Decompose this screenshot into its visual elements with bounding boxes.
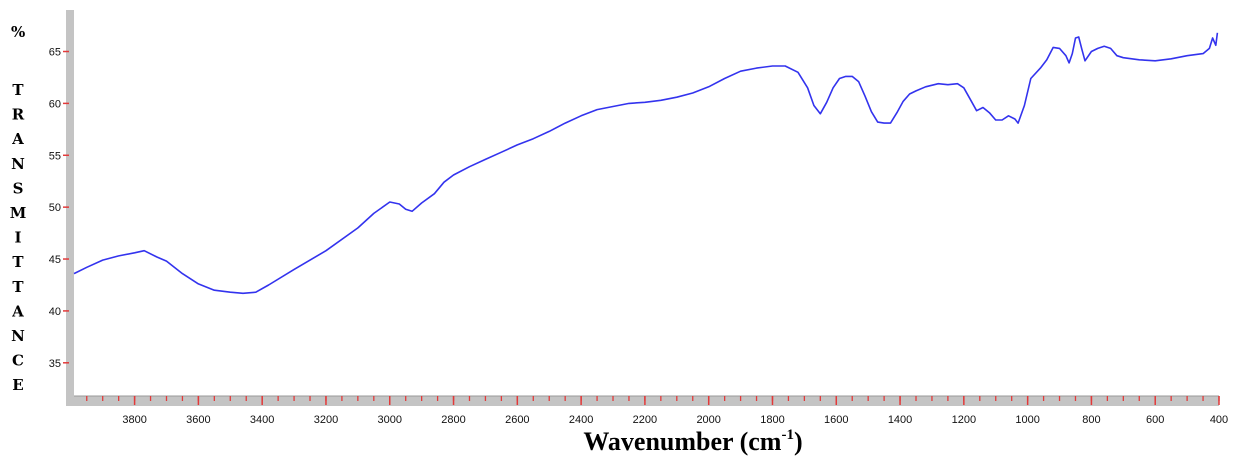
x-tick-label: 2600: [505, 414, 529, 426]
y-tick-label: 60: [49, 98, 61, 110]
x-tick-label: 2000: [696, 414, 720, 426]
y-label-letter: T: [12, 278, 24, 296]
x-tick-label: 2800: [441, 414, 465, 426]
series-group: [73, 32, 1219, 295]
x-tick-label: 600: [1146, 414, 1164, 426]
y-tick-label: 35: [49, 358, 61, 370]
x-tick-label: 3600: [186, 414, 210, 426]
y-label-letter: E: [12, 376, 23, 394]
x-tick-label: 1600: [824, 414, 848, 426]
y-ticks: 65 60 55 50 45 40 35: [49, 47, 69, 370]
x-tick-label: 1400: [888, 414, 912, 426]
y-label-letter: N: [11, 327, 25, 345]
x-tick-label: 3400: [250, 414, 274, 426]
y-tick-label: 45: [49, 254, 61, 266]
y-label-letter: I: [14, 229, 21, 247]
x-tick-label: 2200: [633, 414, 657, 426]
y-label-letter: T: [12, 81, 24, 99]
x-tick-label: 1000: [1015, 414, 1039, 426]
x-tick-label: 3200: [314, 414, 338, 426]
y-label-letter: S: [13, 179, 24, 197]
y-axis-bar: [66, 10, 74, 402]
percent-symbol: %: [11, 23, 25, 41]
y-label-letter: M: [10, 204, 27, 222]
y-tick-label: 55: [49, 150, 61, 162]
x-tick-label: 1200: [952, 414, 976, 426]
x-tick-label: 3000: [378, 414, 402, 426]
y-label-letter: R: [12, 106, 25, 124]
x-tick-label: 3800: [122, 414, 146, 426]
y-tick-label: 50: [49, 202, 61, 214]
y-tick-label: 40: [49, 306, 61, 318]
x-tick-label: 2400: [569, 414, 593, 426]
y-label-letter: A: [11, 302, 24, 320]
y-tick-label: 65: [49, 47, 61, 59]
y-label-letter: T: [12, 253, 24, 271]
x-tick-label: 400: [1210, 414, 1228, 426]
x-tick-label: 800: [1082, 414, 1100, 426]
series-line: [73, 32, 1219, 295]
y-label-letter: A: [11, 130, 24, 148]
x-ticks: 3800 3600 3400 3200 3000 2800 2600 2400 2200 2000…: [122, 396, 1228, 426]
x-axis-bar: [66, 396, 1219, 406]
y-label-letter: C: [12, 352, 24, 370]
y-label-letter: N: [11, 155, 25, 173]
x-tick-label: 1800: [760, 414, 784, 426]
x-axis-title: Wavenumber (cm-1): [583, 427, 802, 456]
